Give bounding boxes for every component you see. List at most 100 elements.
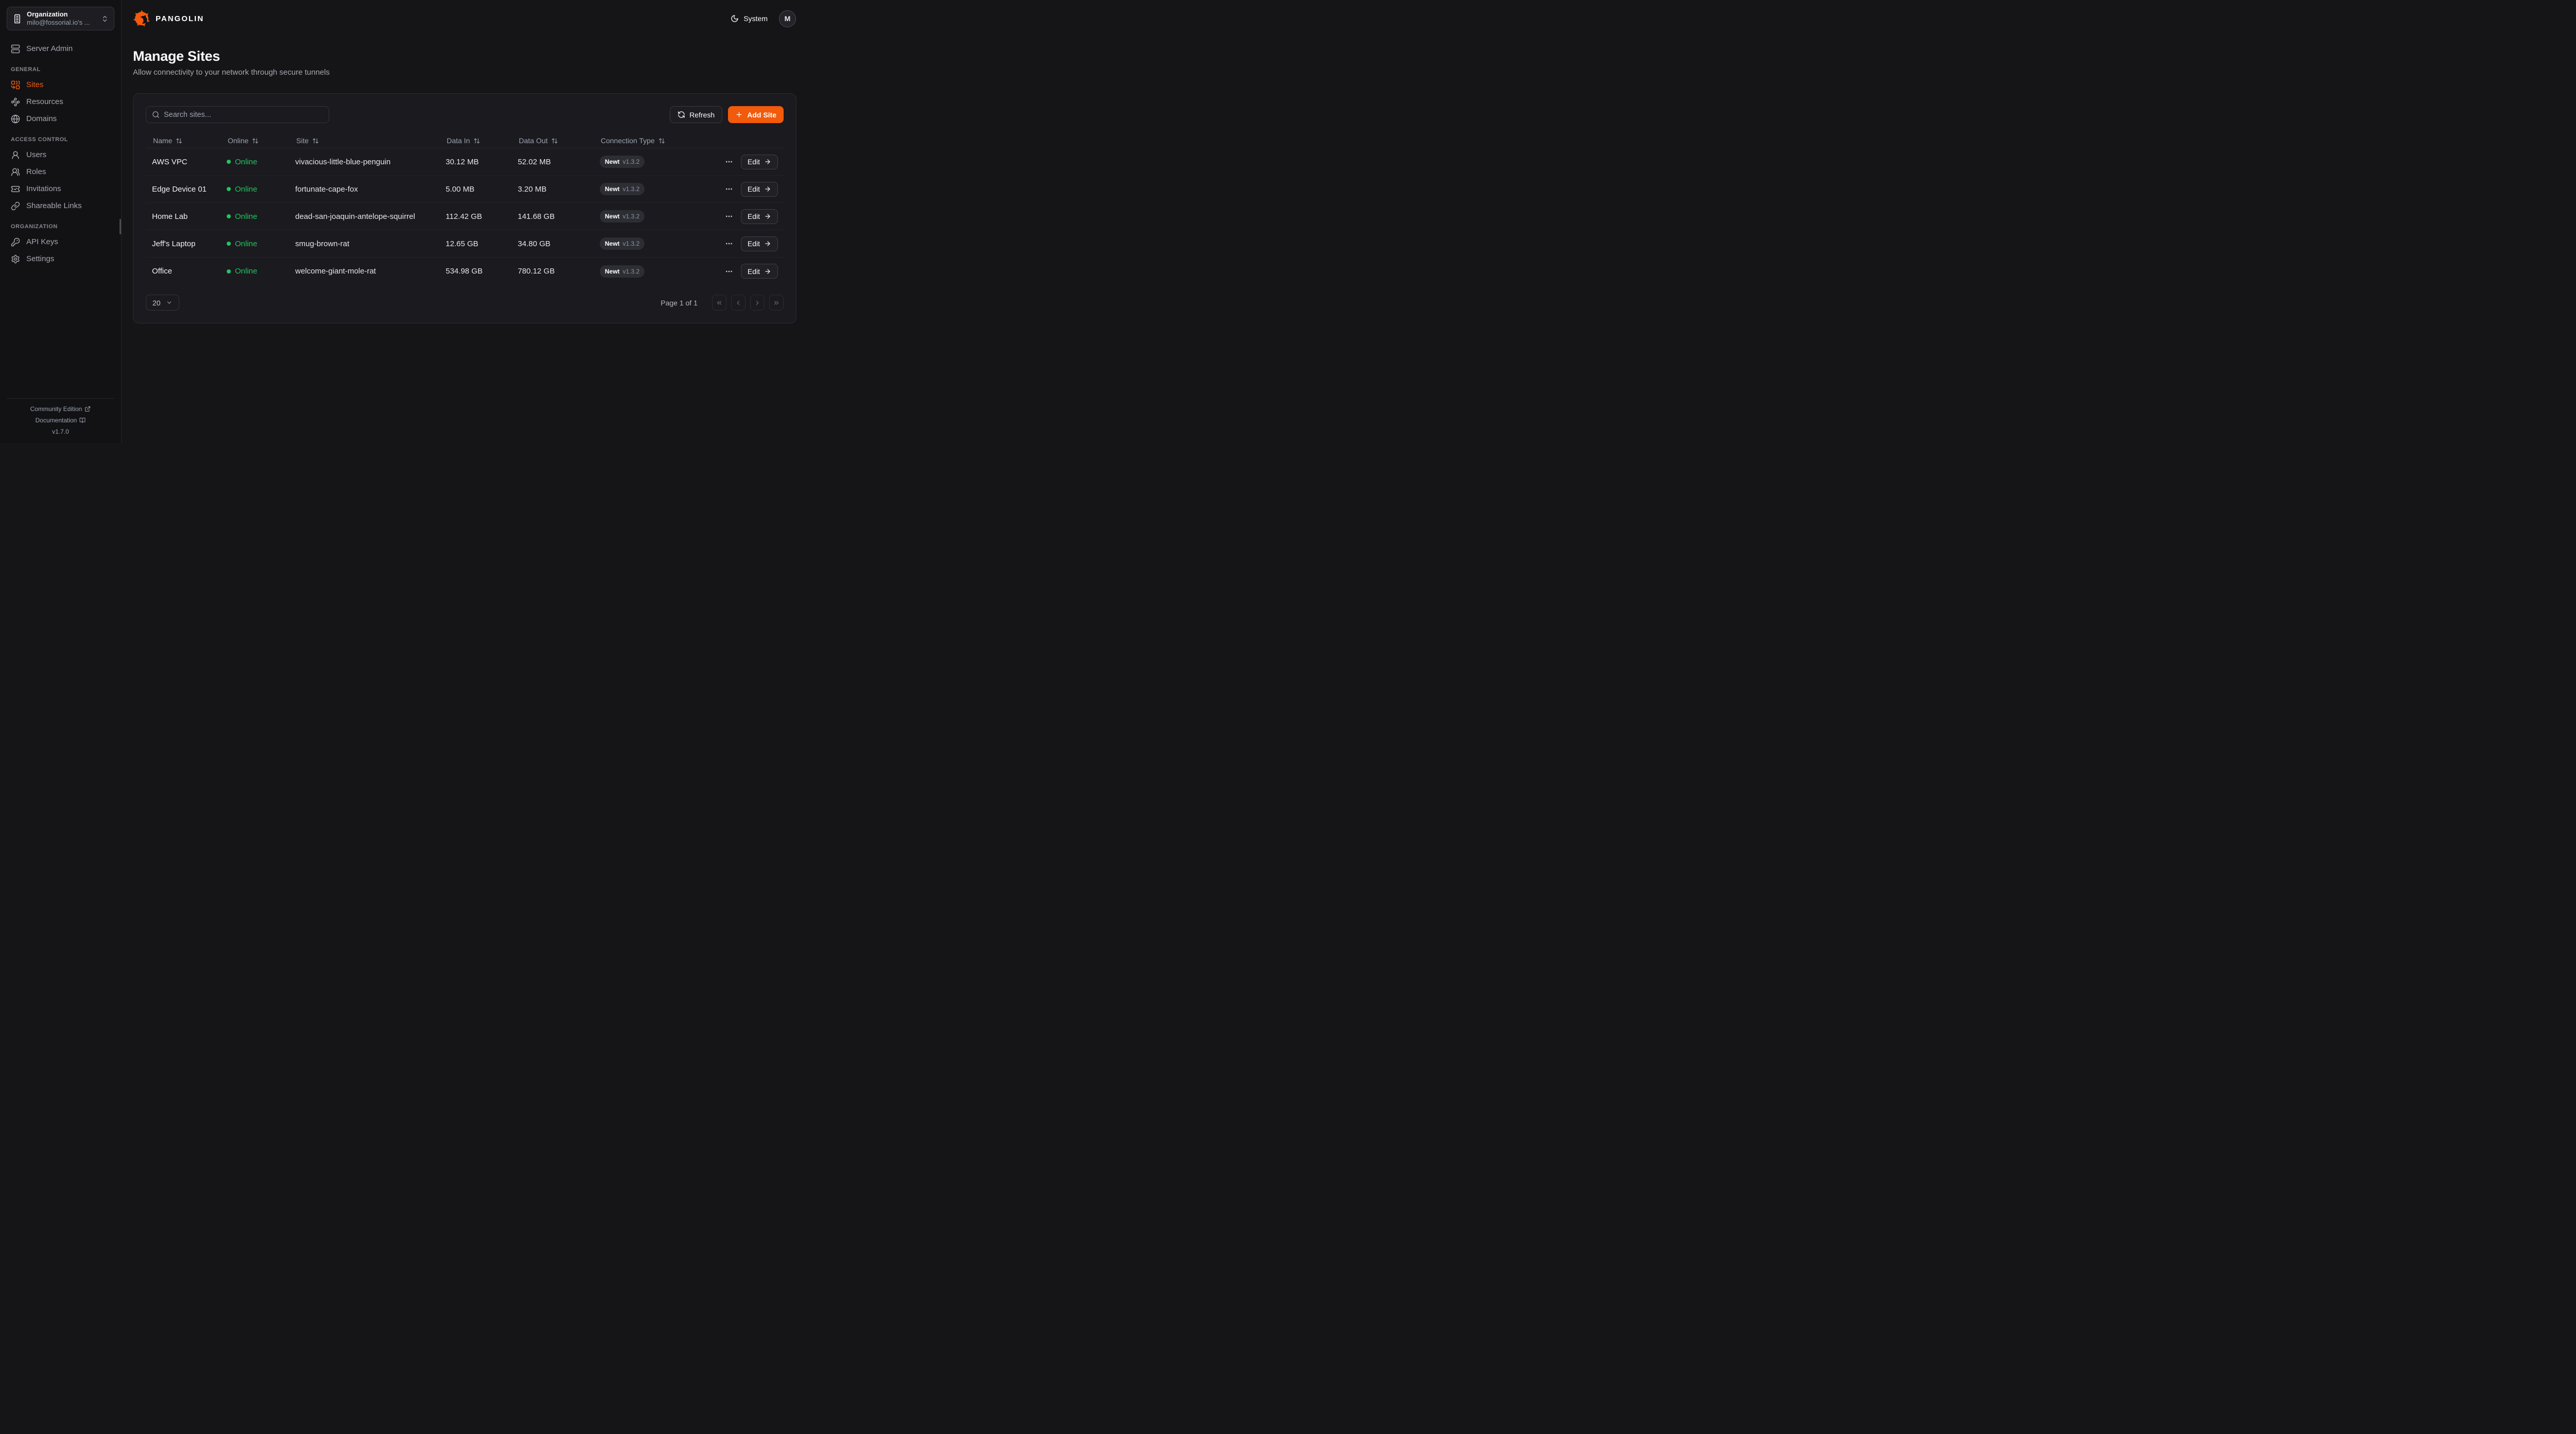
theme-toggle[interactable]: System — [731, 14, 768, 23]
online-dot-icon — [227, 187, 231, 191]
sidebar-item-label: Resources — [26, 97, 63, 106]
sidebar-nav: Server Admin GENERAL Sites Resources Dom… — [7, 40, 114, 267]
sidebar-item-sites[interactable]: Sites — [7, 76, 114, 93]
cell-data-in: 12.65 GB — [446, 239, 479, 248]
row-menu-button[interactable] — [725, 158, 733, 166]
cell-data-out: 141.68 GB — [518, 212, 555, 221]
connection-type-badge: Newt v1.3.2 — [600, 210, 645, 223]
sidebar-item-resources[interactable]: Resources — [7, 93, 114, 110]
row-menu-button[interactable] — [725, 185, 733, 193]
sidebar-item-label: API Keys — [26, 237, 58, 246]
sidebar-footer: Community Edition Documentation v1.7.0 — [7, 398, 114, 443]
chevrons-left-icon — [717, 301, 722, 304]
cell-data-out: 780.12 GB — [518, 267, 555, 276]
chevron-left-icon — [737, 300, 740, 305]
search-input[interactable] — [164, 110, 323, 119]
version-label: v1.7.0 — [52, 428, 69, 435]
table-row: Edge Device 01 Online fortunate-cape-fox… — [146, 176, 784, 203]
cell-data-in: 112.42 GB — [446, 212, 482, 221]
status-badge: Online — [227, 158, 289, 166]
app-root: Organization milo@fossorial.io's ... Ser… — [0, 0, 808, 443]
status-badge: Online — [227, 185, 289, 194]
sidebar-item-server-admin[interactable]: Server Admin — [7, 40, 114, 57]
cell-data-out: 3.20 MB — [518, 184, 547, 194]
edit-button[interactable]: Edit — [740, 236, 778, 251]
org-selector[interactable]: Organization milo@fossorial.io's ... — [7, 7, 114, 30]
refresh-button[interactable]: Refresh — [670, 106, 723, 123]
sidebar-scrollbar-thumb[interactable] — [120, 219, 121, 234]
sidebar: Organization milo@fossorial.io's ... Ser… — [0, 0, 122, 443]
table-row: Office Online welcome-giant-mole-rat 534… — [146, 258, 784, 285]
table-row: AWS VPC Online vivacious-little-blue-pen… — [146, 148, 784, 176]
refresh-label: Refresh — [689, 110, 715, 119]
column-header-data-in[interactable]: Data In — [439, 136, 512, 145]
sidebar-item-api-keys[interactable]: API Keys — [7, 233, 114, 250]
column-header-connection-type[interactable]: Connection Type — [594, 136, 726, 145]
sort-icon — [252, 138, 259, 143]
search-box — [146, 106, 329, 123]
status-badge: Online — [227, 267, 289, 276]
chevron-right-icon — [756, 300, 759, 305]
column-header-name[interactable]: Name — [146, 136, 221, 145]
arrow-right-icon — [765, 268, 770, 274]
ellipsis-icon — [725, 243, 732, 245]
ticket-icon — [11, 185, 20, 192]
ellipsis-icon — [725, 270, 732, 272]
online-dot-icon — [227, 242, 231, 246]
arrow-right-icon — [765, 159, 770, 164]
plus-icon — [736, 112, 742, 117]
documentation-link[interactable]: Documentation — [7, 415, 114, 426]
online-dot-icon — [227, 269, 231, 274]
ellipsis-icon — [725, 215, 732, 217]
cell-site: dead-san-joaquin-antelope-squirrel — [295, 212, 415, 221]
row-menu-button[interactable] — [725, 240, 733, 248]
cell-name: Jeff's Laptop — [152, 239, 196, 248]
add-site-button[interactable]: Add Site — [728, 106, 784, 123]
edit-button[interactable]: Edit — [740, 181, 778, 197]
chevrons-right-icon — [774, 301, 779, 304]
sidebar-item-label: Shareable Links — [26, 201, 82, 210]
community-edition-link[interactable]: Community Edition — [7, 403, 114, 415]
page-size-select[interactable]: 20 — [146, 295, 179, 311]
online-dot-icon — [227, 160, 231, 164]
edit-button[interactable]: Edit — [740, 209, 778, 224]
sidebar-item-shareable-links[interactable]: Shareable Links — [7, 197, 114, 214]
sidebar-item-domains[interactable]: Domains — [7, 110, 114, 127]
column-header-site[interactable]: Site — [289, 136, 439, 145]
column-header-online[interactable]: Online — [221, 136, 289, 145]
avatar-initial: M — [784, 14, 791, 23]
chevron-down-icon — [167, 301, 171, 304]
section-label-access-control: ACCESS CONTROL — [11, 136, 68, 143]
search-icon — [152, 111, 159, 118]
top-bar: PANGOLIN System M — [122, 0, 808, 37]
sidebar-item-settings[interactable]: Settings — [7, 250, 114, 267]
column-header-data-out[interactable]: Data Out — [512, 136, 594, 145]
cell-site: welcome-giant-mole-rat — [295, 267, 376, 276]
next-page-button[interactable] — [750, 295, 765, 311]
status-badge: Online — [227, 212, 289, 221]
sidebar-item-invitations[interactable]: Invitations — [7, 180, 114, 197]
prev-page-button[interactable] — [731, 295, 745, 311]
brand: PANGOLIN — [133, 10, 204, 27]
key-icon — [11, 237, 20, 246]
avatar[interactable]: M — [779, 10, 796, 27]
sidebar-item-roles[interactable]: Roles — [7, 163, 114, 180]
row-menu-button[interactable] — [725, 212, 733, 220]
external-link-icon — [85, 406, 91, 412]
cell-name: Office — [152, 267, 172, 276]
sort-icon — [474, 138, 480, 143]
sidebar-item-users[interactable]: Users — [7, 146, 114, 163]
cell-data-out: 52.02 MB — [518, 157, 551, 166]
page-size-value: 20 — [152, 298, 161, 307]
first-page-button[interactable] — [712, 295, 726, 311]
arrow-right-icon — [765, 241, 770, 246]
table-toolbar: Refresh Add Site — [146, 106, 784, 123]
last-page-button[interactable] — [769, 295, 784, 311]
sort-icon — [176, 138, 182, 143]
sidebar-item-label: Domains — [26, 114, 57, 123]
row-menu-button[interactable] — [725, 267, 733, 276]
edit-button[interactable]: Edit — [740, 154, 778, 169]
pagination-buttons — [712, 295, 784, 311]
edit-button[interactable]: Edit — [740, 264, 778, 279]
documentation-label: Documentation — [35, 417, 77, 424]
